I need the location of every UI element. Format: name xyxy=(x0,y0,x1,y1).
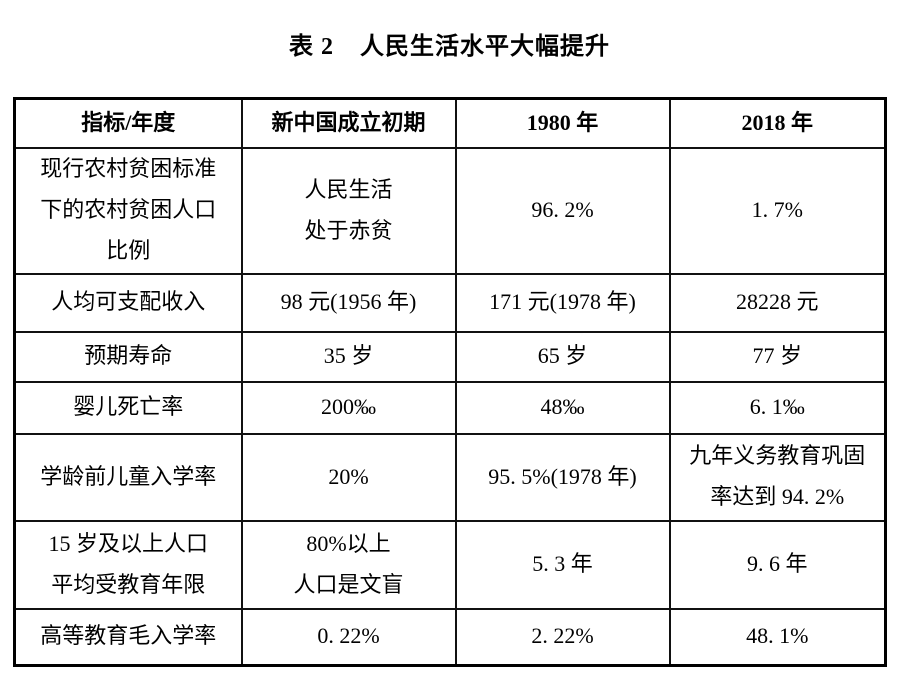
table-cell: 人民生活 处于赤贫 xyxy=(240,146,457,275)
table-cell: 1. 7% xyxy=(668,146,887,275)
table-cell: 80%以上 人口是文盲 xyxy=(240,519,457,610)
table-cell: 65 岁 xyxy=(454,330,671,383)
table-cell: 高等教育毛入学率 xyxy=(13,607,243,667)
table-row: 婴儿死亡率 200‰ 48‰ 6. 1‰ xyxy=(13,380,887,435)
column-header-1980: 1980 年 xyxy=(454,97,671,149)
table-cell: 九年义务教育巩固 率达到 94. 2% xyxy=(668,432,887,522)
living-standards-table: 指标/年度 新中国成立初期 1980 年 2018 年 现行农村贫困标准 下的农… xyxy=(13,97,887,667)
table-caption: 表 2 人民生活水平大幅提升 xyxy=(0,0,899,61)
table-cell: 98 元(1956 年) xyxy=(240,272,457,333)
table-row: 高等教育毛入学率 0. 22% 2. 22% 48. 1% xyxy=(13,607,887,667)
table-cell: 200‰ xyxy=(240,380,457,435)
table-row: 人均可支配收入 98 元(1956 年) 171 元(1978 年) 28228… xyxy=(13,272,887,333)
table-cell: 5. 3 年 xyxy=(454,519,671,610)
table-cell: 48‰ xyxy=(454,380,671,435)
table-cell: 6. 1‰ xyxy=(668,380,887,435)
table-cell: 28228 元 xyxy=(668,272,887,333)
table-cell: 婴儿死亡率 xyxy=(13,380,243,435)
table-cell: 0. 22% xyxy=(240,607,457,667)
table-cell: 现行农村贫困标准 下的农村贫困人口 比例 xyxy=(13,146,243,275)
table-cell: 96. 2% xyxy=(454,146,671,275)
table-cell: 学龄前儿童入学率 xyxy=(13,432,243,522)
column-header-indicator: 指标/年度 xyxy=(13,97,243,149)
column-header-2018: 2018 年 xyxy=(668,97,887,149)
table-number: 表 2 xyxy=(289,34,334,60)
table-cell: 171 元(1978 年) xyxy=(454,272,671,333)
header-row: 指标/年度 新中国成立初期 1980 年 2018 年 xyxy=(13,97,887,149)
table-title-text: 人民生活水平大幅提升 xyxy=(360,34,610,60)
table-cell: 人均可支配收入 xyxy=(13,272,243,333)
table-row: 15 岁及以上人口 平均受教育年限 80%以上 人口是文盲 5. 3 年 9. … xyxy=(13,519,887,610)
table-cell: 9. 6 年 xyxy=(668,519,887,610)
table-cell: 15 岁及以上人口 平均受教育年限 xyxy=(13,519,243,610)
table-cell: 48. 1% xyxy=(668,607,887,667)
table-row: 预期寿命 35 岁 65 岁 77 岁 xyxy=(13,330,887,383)
table-row: 学龄前儿童入学率 20% 95. 5%(1978 年) 九年义务教育巩固 率达到… xyxy=(13,432,887,522)
column-header-early-prc: 新中国成立初期 xyxy=(240,97,457,149)
table-cell: 77 岁 xyxy=(668,330,887,383)
table-row: 现行农村贫困标准 下的农村贫困人口 比例 人民生活 处于赤贫 96. 2% 1.… xyxy=(13,146,887,275)
table-cell: 2. 22% xyxy=(454,607,671,667)
table-cell: 95. 5%(1978 年) xyxy=(454,432,671,522)
table-cell: 20% xyxy=(240,432,457,522)
table-cell: 35 岁 xyxy=(240,330,457,383)
table-cell: 预期寿命 xyxy=(13,330,243,383)
